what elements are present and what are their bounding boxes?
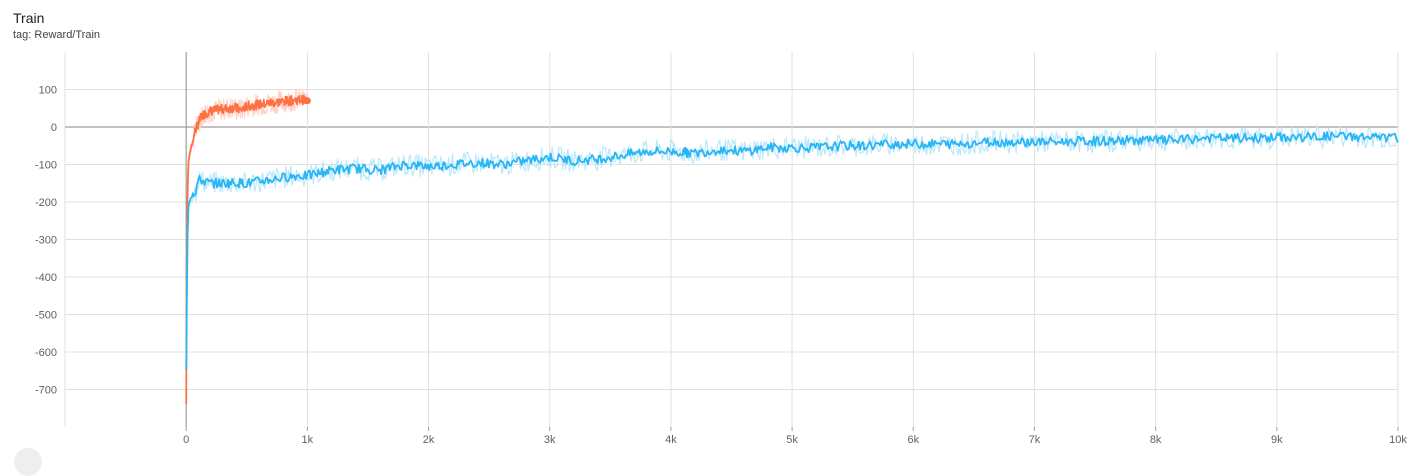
chart-tag: tag: Reward/Train: [13, 29, 101, 41]
x-tick-label: 4k: [665, 434, 677, 446]
x-tick-label: 0: [183, 434, 189, 446]
y-tick-label: -200: [35, 197, 57, 209]
grid-layer: [64, 52, 1399, 431]
y-tick-label: -600: [35, 347, 57, 359]
y-tick-label: 0: [51, 122, 57, 134]
x-tick-label: 2k: [423, 434, 435, 446]
x-tick-label: 10k: [1389, 434, 1407, 446]
y-tick-label: -500: [35, 310, 57, 322]
x-tick-label: 8k: [1150, 434, 1162, 446]
x-tick-label: 5k: [786, 434, 798, 446]
chart-title: Train: [13, 10, 45, 26]
y-tick-label: -400: [35, 272, 57, 284]
series-line: [185, 131, 1399, 370]
y-tick-label: -100: [35, 160, 57, 172]
x-tick-label: 1k: [302, 434, 314, 446]
y-tick-label: 100: [39, 85, 57, 97]
series-marker: [303, 97, 311, 105]
tick-label-layer: 100 0 -100 -200 -300 -400 -500 -600 -700 0 1k 2k 3k 4…: [35, 85, 1407, 447]
x-tick-label: 6k: [907, 434, 919, 446]
chart-plot[interactable]: 100 0 -100 -200 -300 -400 -500 -600 -700 0 1k 2k 3k 4…: [0, 0, 1407, 456]
series-line: [185, 94, 308, 405]
x-tick-label: 9k: [1271, 434, 1283, 446]
y-tick-label: -700: [35, 385, 57, 397]
y-tick-label: -300: [35, 235, 57, 247]
x-tick-label: 7k: [1029, 434, 1041, 446]
smoothed-series-layer: [185, 94, 1399, 405]
series-marker: [681, 147, 689, 155]
expand-icon[interactable]: [14, 448, 42, 476]
x-tick-label: 3k: [544, 434, 556, 446]
raw-series-line: [185, 88, 308, 405]
